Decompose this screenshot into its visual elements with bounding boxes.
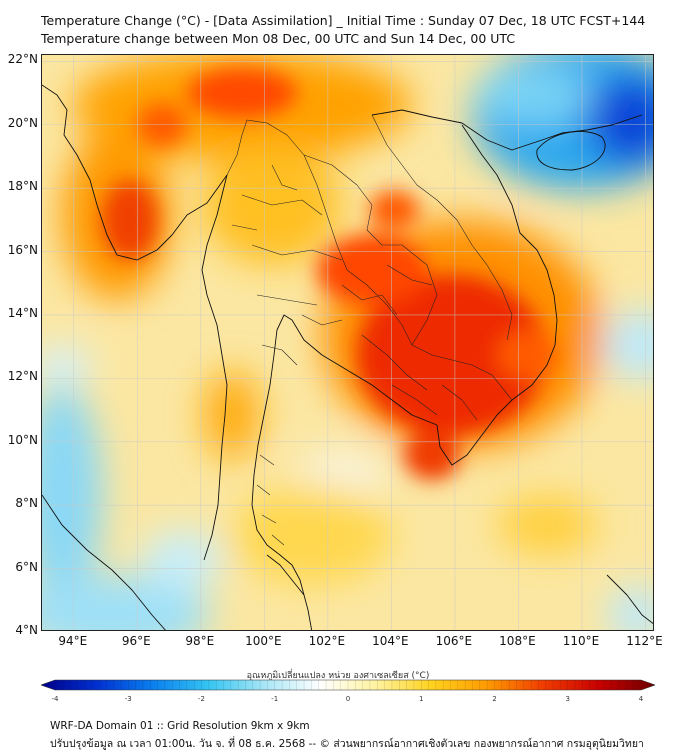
lat-tick-label: 18°N [7,179,38,194]
lon-tick-label: 94°E [58,634,88,648]
coastline-vietnam [436,124,558,466]
border-cambodia [346,269,513,401]
lat-tick-label: 20°N [7,115,38,130]
province-lines-3 [361,334,478,421]
coastline-borneo [606,574,653,625]
lat-tick-label: 10°N [7,432,38,447]
coastline-sumatra [42,494,166,630]
borders [226,114,513,546]
colorbar [41,679,655,691]
colorbar-gradient [41,679,655,691]
lat-tick-label: 16°N [7,242,38,257]
lon-tick-label: 112°E [626,634,663,648]
lat-tick-label: 8°N [15,496,38,511]
lon-tick-label: 98°E [185,634,215,648]
colorbar-tick-label: 4 [638,695,644,703]
coastline-andaman [201,174,228,561]
border-thailand-myanmar [226,119,348,271]
border-laos [303,154,438,346]
lat-tick-label: 4°N [15,623,38,637]
footer-model-info: WRF-DA Domain 01 :: Grid Resolution 9km … [50,720,310,732]
lon-tick-label: 102°E [308,634,346,648]
province-lines-4 [256,454,285,546]
coastline-hainan [536,131,606,171]
colorbar-title: อุณหภูมิเปลี่ยนแปลง หน่วย องศาเซลเซียส (… [246,671,430,681]
temperature-change-map [41,54,654,631]
colorbar-tick-label: 0 [345,695,351,703]
province-lines-1 [231,164,343,306]
province-lines-2 [261,264,433,366]
border-vietnam-laos [371,114,513,341]
map-canvas [42,55,653,630]
lon-tick-label: 100°E [245,634,282,648]
coastline-malay [266,554,305,596]
footer-update-info: ปรับปรุงข้อมูล ณ เวลา 01:00น. วัน จ. ที่… [50,738,644,750]
colorbar-tick-label: 1 [419,695,424,703]
coastline-china [371,109,643,151]
colorbar-tick-label: 2 [492,695,497,703]
colorbar-tick-label: -3 [124,695,132,703]
lat-tick-label: 12°N [7,369,38,384]
map-title-line2: Temperature change between Mon 08 Dec, 0… [41,31,516,46]
colorbar-tick-label: -2 [198,695,205,703]
graticule [42,55,653,630]
lat-tick-label: 22°N [7,52,38,67]
lon-tick-label: 96°E [121,634,151,648]
coastline-gulf-of-thailand [251,314,438,630]
lon-tick-label: 106°E [435,634,473,648]
coastline-myanmar [42,84,228,261]
lat-tick-label: 6°N [15,559,38,574]
lon-tick-label: 110°E [562,634,600,648]
lon-tick-label: 104°E [372,634,409,648]
coastlines [42,84,653,630]
lon-tick-label: 108°E [499,634,536,648]
colorbar-tick-label: 3 [565,695,570,703]
map-title-line1: Temperature Change (°C) - [Data Assimila… [41,13,646,28]
colorbar-tick-label: -4 [51,695,59,703]
colorbar-tick-label: -1 [271,695,279,703]
lat-tick-label: 14°N [7,305,38,320]
